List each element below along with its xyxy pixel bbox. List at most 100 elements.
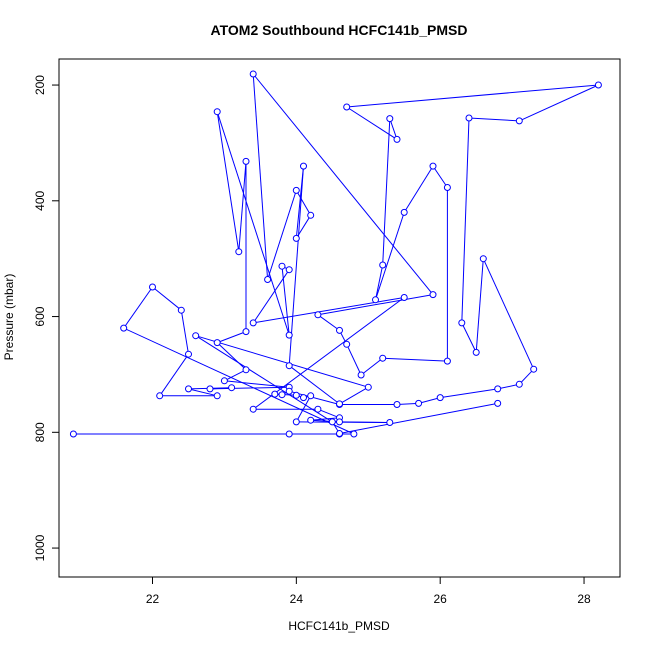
x-tick-label: 24	[290, 592, 304, 606]
data-point	[479, 255, 487, 263]
series-line-segment	[224, 369, 247, 382]
data-point	[292, 418, 300, 426]
series-line-segment	[475, 258, 484, 353]
data-point	[292, 391, 300, 399]
data-point	[249, 70, 257, 78]
series-line-segment	[195, 335, 333, 423]
data-point	[443, 357, 451, 365]
series-line-segment	[180, 310, 189, 355]
data-point	[379, 354, 387, 362]
series-line-segment	[461, 322, 477, 353]
data-point	[530, 365, 538, 373]
x-axis-label: HCFC141b_PMSD	[288, 619, 390, 633]
data-point	[465, 114, 473, 122]
data-point	[429, 162, 437, 170]
series-line-segment	[339, 386, 369, 405]
series-line-segment	[382, 118, 391, 266]
data-point	[393, 135, 401, 143]
y-tick-label: 1000	[33, 534, 47, 561]
data-point	[271, 390, 279, 398]
data-point	[314, 405, 322, 413]
data-point	[213, 108, 221, 116]
series-line-segment	[195, 335, 369, 388]
data-point	[343, 103, 351, 111]
data-point	[443, 184, 451, 191]
series-line-segment	[440, 388, 498, 399]
data-point	[242, 366, 250, 374]
data-point	[343, 340, 351, 348]
series-line-segment	[238, 161, 247, 252]
data-point	[120, 324, 128, 332]
data-point	[235, 248, 243, 256]
data-point	[400, 208, 408, 216]
data-point	[264, 276, 272, 283]
data-point	[285, 430, 293, 438]
y-tick-label: 200	[33, 75, 47, 95]
data-point	[149, 283, 156, 291]
series-line-segment	[346, 84, 599, 108]
series-line-segment	[432, 165, 448, 188]
series-line-segment	[267, 190, 297, 280]
series-line-segment	[252, 269, 290, 324]
y-axis-label: Pressure (mbar)	[2, 274, 16, 361]
series-line-segment	[396, 402, 419, 405]
series-line-segment	[152, 286, 182, 311]
data-point	[515, 117, 523, 125]
series-line-segment	[360, 357, 384, 376]
data-point	[336, 400, 343, 408]
data-point	[220, 377, 228, 385]
data-point	[69, 430, 77, 438]
series-line-segment	[288, 166, 304, 366]
data-point	[393, 401, 401, 408]
series-line-segment	[123, 286, 153, 329]
x-tick-label: 22	[146, 592, 160, 606]
series-line-segment	[188, 388, 218, 397]
data-point	[192, 332, 200, 340]
series-line-segment	[295, 395, 312, 423]
data-point	[494, 385, 502, 393]
data-point	[228, 384, 236, 392]
data-point	[472, 348, 480, 356]
series-line-segment	[519, 84, 599, 122]
data-point	[285, 266, 293, 274]
data-point	[242, 157, 250, 165]
series-line-segment	[375, 212, 405, 300]
data-point	[494, 399, 502, 407]
series-line-segment	[224, 380, 290, 388]
data-point	[515, 380, 523, 388]
data-point	[292, 234, 300, 242]
data-point	[336, 430, 343, 437]
data-point	[249, 405, 257, 413]
x-tick-label: 26	[434, 592, 448, 606]
data-point	[292, 186, 300, 194]
data-point	[156, 392, 164, 400]
data-point	[285, 362, 293, 370]
series-line-segment	[317, 408, 340, 419]
data-point	[307, 416, 315, 424]
series-line-segment	[209, 386, 290, 390]
series-line-segment	[252, 297, 405, 410]
data-point	[249, 319, 257, 327]
series-line-segment	[418, 397, 441, 404]
data-point	[350, 430, 358, 438]
data-point	[177, 306, 185, 314]
data-point	[242, 328, 250, 336]
series-line-segment	[252, 73, 269, 280]
series-line-segment	[389, 118, 398, 140]
data-point	[285, 387, 293, 395]
data-point	[328, 418, 336, 426]
data-point	[400, 294, 408, 301]
data-point	[300, 394, 307, 402]
data-point	[436, 394, 444, 402]
series-line-segment	[288, 365, 340, 405]
data-point	[415, 399, 423, 407]
y-tick-label: 600	[33, 306, 47, 326]
data-point	[386, 115, 394, 123]
series-line-segment	[123, 327, 355, 435]
series-line-segment	[159, 353, 189, 397]
series-line-segment	[468, 117, 520, 122]
data-point	[185, 350, 192, 358]
series-line-segment	[375, 264, 384, 300]
series-line-segment	[310, 417, 340, 421]
